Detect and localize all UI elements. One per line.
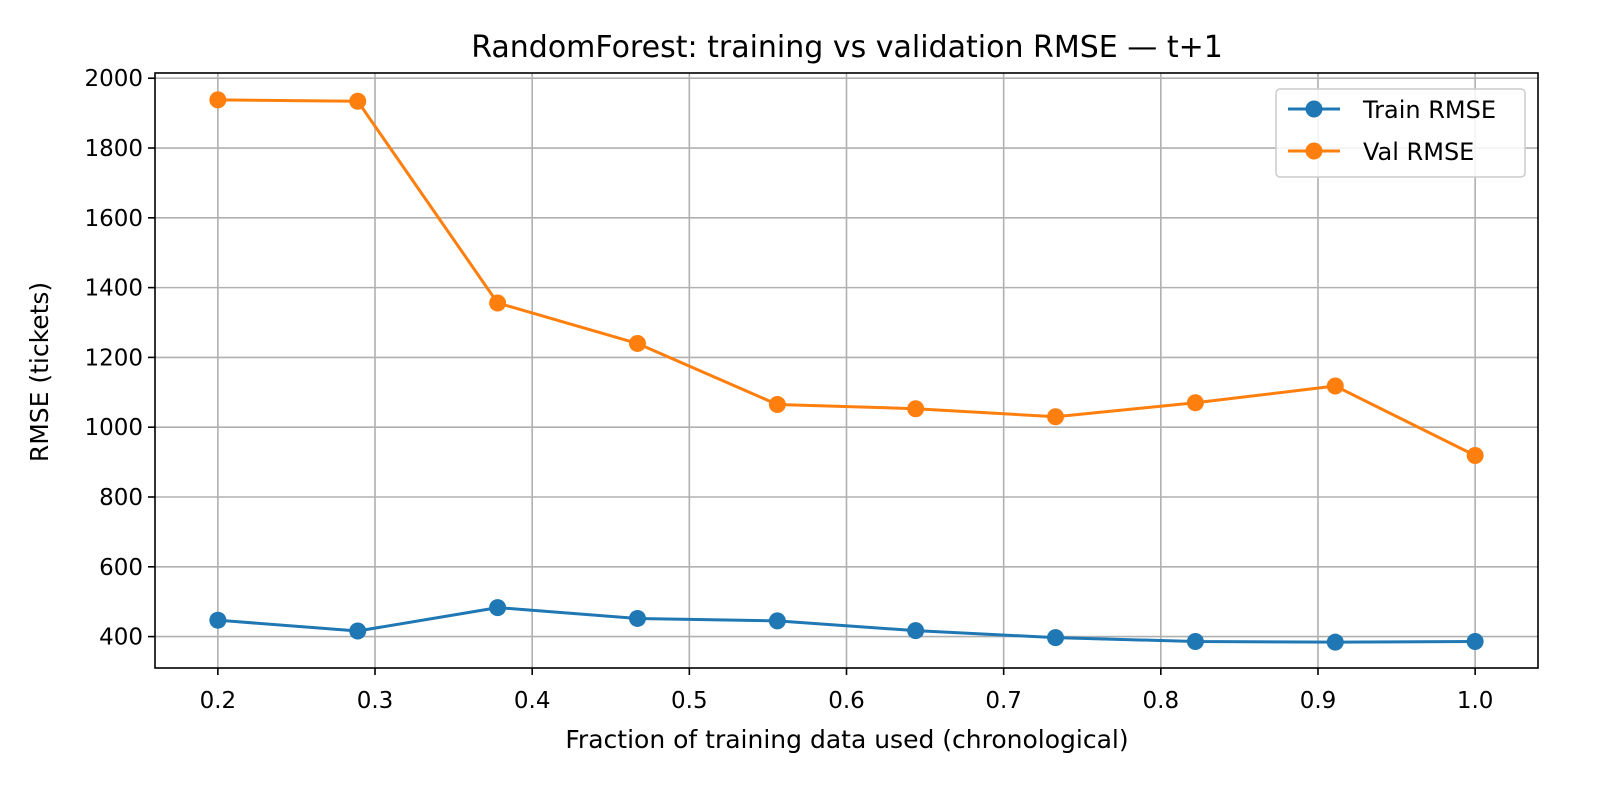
val-rmse-line [217, 98, 1476, 457]
x-tick-label: 0.5 [671, 688, 708, 714]
y-tick-label: 600 [99, 555, 143, 581]
x-tick-label: 1.0 [1457, 688, 1494, 714]
legend-item-train: Train RMSE [1288, 96, 1496, 124]
x-tick-label: 0.6 [828, 688, 865, 714]
y-tick-label: 1800 [84, 136, 143, 162]
y-tick-label: 1200 [84, 345, 143, 371]
legend-val-marker [1305, 142, 1323, 160]
y-axis-label: RMSE (tickets) [25, 282, 54, 462]
val-rmse-point [1186, 394, 1204, 412]
val-rmse-point [628, 334, 646, 352]
train-rmse-point [907, 622, 925, 640]
train-rmse-point [1047, 629, 1065, 647]
y-tick-label: 400 [99, 625, 143, 651]
x-axis-label: Fraction of training data used (chronolo… [565, 725, 1128, 754]
series-val-rmse [209, 91, 1484, 464]
train-rmse-point [489, 599, 507, 617]
val-rmse-point [768, 396, 786, 414]
x-tick-label: 0.2 [200, 688, 237, 714]
y-tick-label: 1600 [84, 206, 143, 232]
y-tick-label: 1400 [84, 276, 143, 302]
chart-title: RandomForest: training vs validation RMS… [471, 30, 1223, 65]
legend: Train RMSE Val RMSE [1275, 88, 1526, 178]
val-rmse-point [1047, 408, 1065, 426]
y-tick-label: 1000 [84, 415, 143, 441]
train-rmse-point [1466, 632, 1484, 650]
val-rmse-point [209, 91, 227, 109]
x-tick-label: 0.4 [514, 688, 551, 714]
x-tick-label: 0.9 [1300, 688, 1337, 714]
train-rmse-point [628, 609, 646, 627]
y-tick-label: 2000 [84, 66, 143, 92]
train-rmse-line [217, 606, 1476, 644]
val-rmse-point [349, 92, 367, 110]
y-tick-label: 800 [99, 485, 143, 511]
val-rmse-point [907, 400, 925, 418]
legend-val-label: Val RMSE [1363, 138, 1474, 166]
y-axis-ticks: 400 600 800 1000 1200 1400 1600 1800 2000 [84, 66, 155, 651]
x-tick-label: 0.8 [1143, 688, 1180, 714]
train-rmse-point [349, 622, 367, 640]
x-tick-label: 0.7 [985, 688, 1022, 714]
x-tick-label: 0.3 [357, 688, 394, 714]
legend-train-label: Train RMSE [1362, 96, 1496, 124]
legend-train-marker [1305, 100, 1323, 118]
train-rmse-point [1326, 633, 1344, 651]
legend-item-val: Val RMSE [1288, 138, 1474, 166]
legend-box [1275, 88, 1526, 178]
train-rmse-point [768, 612, 786, 630]
x-axis-ticks: 0.2 0.3 0.4 0.5 0.6 0.7 0.8 0.9 1.0 [200, 668, 1494, 714]
train-rmse-point [209, 611, 227, 629]
val-rmse-point [1326, 377, 1344, 395]
val-rmse-point [1466, 446, 1484, 464]
series-train-rmse [209, 599, 1484, 651]
val-rmse-point [489, 294, 507, 312]
train-rmse-point [1186, 632, 1204, 650]
series-layer [209, 91, 1484, 651]
